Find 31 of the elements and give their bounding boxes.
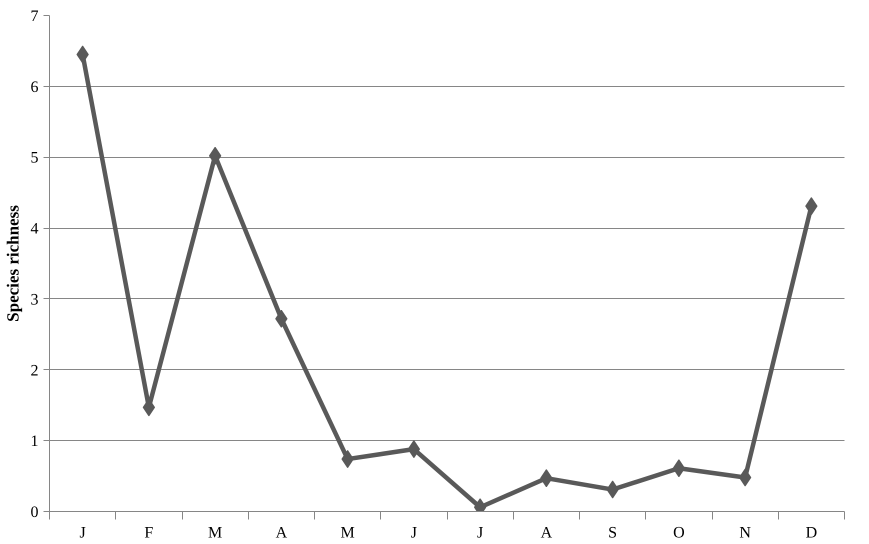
y-tick-label: 1 [30,433,38,450]
point [208,146,222,165]
x-tick-label: A [276,524,288,542]
x-tick-label: N [739,524,752,542]
y-tick-label: 3 [30,291,38,308]
x-tick-label: J [477,524,484,542]
y-tick-label: 5 [30,150,38,167]
point [275,310,288,328]
x-tick-label: D [806,524,818,542]
y-tick-label: 7 [30,8,38,25]
x-tick-label: F [144,524,154,542]
y-tick-label: 6 [30,78,38,96]
point [738,468,752,486]
x-tick-label: M [208,524,222,542]
x-tick-label: M [340,524,355,542]
point [672,459,686,478]
point [408,440,420,458]
point [606,480,619,499]
point [341,450,354,468]
y-tick-label: 0 [30,504,38,521]
x-tick-label: A [540,524,553,542]
x-tick-label: J [80,524,86,542]
point [76,45,89,64]
y-tick-label: 2 [30,362,38,380]
point [540,469,553,488]
y-tick-label: 4 [30,220,38,238]
y-axis-title: Species richness [4,204,22,322]
x-tick-label: O [673,524,685,542]
point [805,197,818,216]
x-tick-label: J [410,524,417,542]
x-tick-label: S [608,524,618,542]
